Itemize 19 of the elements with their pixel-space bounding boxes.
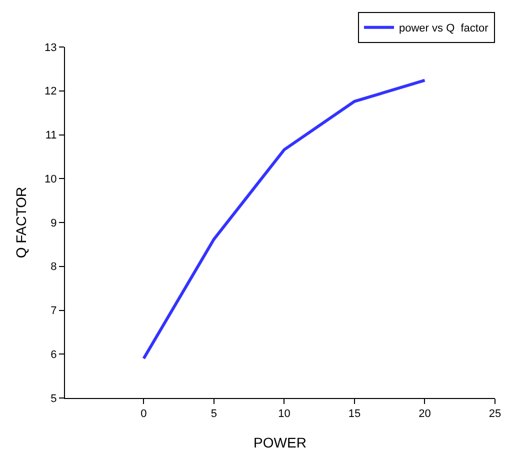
y-tick-label: 7 bbox=[50, 305, 57, 318]
x-tick-label: 15 bbox=[348, 408, 361, 420]
y-tick-label: 8 bbox=[50, 261, 57, 274]
x-tick-label: 20 bbox=[418, 408, 431, 420]
x-axis-title: POWER bbox=[254, 434, 306, 450]
y-tick-label: 11 bbox=[45, 130, 57, 142]
y-tick-label: 12 bbox=[44, 86, 57, 98]
legend-label: power vs Q factor bbox=[399, 22, 489, 35]
y-tick-label: 9 bbox=[50, 217, 57, 230]
line-series bbox=[142, 78, 426, 360]
y-tick-label: 10 bbox=[44, 173, 57, 186]
x-tick-label: 0 bbox=[140, 408, 147, 420]
x-tick-label: 5 bbox=[210, 408, 218, 420]
y-axis-title: Q FACTOR bbox=[13, 186, 30, 258]
y-tick-label: 5 bbox=[50, 392, 57, 405]
y-tick-label: 13 bbox=[44, 42, 57, 54]
y-tick-label: 6 bbox=[50, 348, 57, 361]
x-tick-label: 10 bbox=[278, 408, 290, 420]
x-tick-label: 25 bbox=[488, 408, 502, 420]
